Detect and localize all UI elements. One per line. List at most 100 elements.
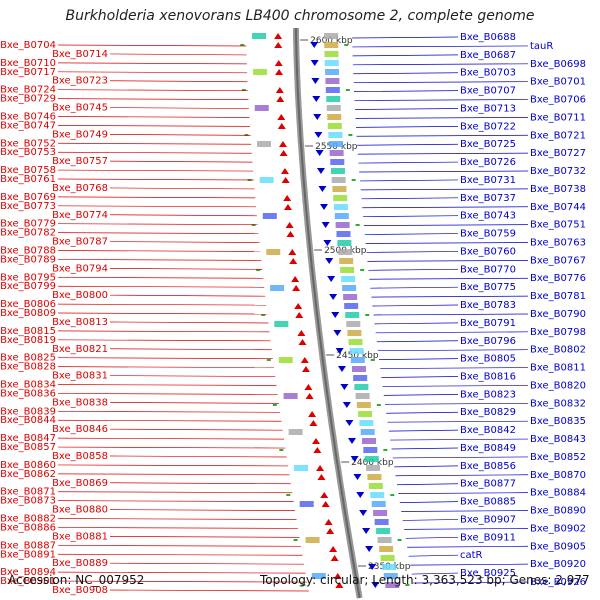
right-gene-connector — [359, 170, 529, 173]
left-gene-connector — [57, 89, 248, 92]
right-gene-label: Bxe_B0798 — [530, 327, 586, 338]
left-gene-label: Bxe_B0887 — [0, 540, 56, 551]
right-gene-label: Bxe_B0911 — [460, 532, 516, 543]
right-gene-label: Bxe_B0877 — [460, 479, 516, 490]
forward-gene-arrow — [324, 519, 333, 525]
forward-gene-arrow — [326, 528, 335, 534]
left-gene-connector — [57, 196, 256, 199]
left-gene-connector — [109, 536, 300, 538]
right-feature-block — [332, 186, 347, 192]
right-feature-block — [344, 303, 359, 309]
marker-dot — [279, 449, 284, 451]
right-gene-label: Bxe_B0763 — [530, 237, 586, 248]
marker-dot — [355, 224, 360, 226]
right-gene-label: Bxe_B0781 — [530, 291, 586, 302]
right-feature-block — [338, 249, 353, 255]
right-gene-connector — [380, 367, 529, 369]
left-gene-connector — [57, 151, 252, 154]
right-feature-block — [336, 231, 351, 237]
right-gene-connector — [357, 143, 459, 146]
right-feature-block — [348, 339, 363, 345]
reverse-gene-arrow — [365, 546, 374, 552]
forward-gene-arrow — [330, 555, 339, 561]
left-gene-label: Bxe_B0710 — [0, 58, 56, 69]
forward-gene-arrow — [280, 168, 289, 174]
right-feature-block — [327, 114, 342, 120]
right-feature-block — [327, 123, 342, 129]
right-gene-label: tauR — [530, 41, 553, 52]
left-gene-label: Bxe_B0749 — [52, 129, 108, 140]
right-gene-label: Bxe_B0926 — [530, 577, 586, 588]
right-feature-block — [329, 150, 344, 156]
left-gene-connector — [57, 544, 302, 547]
backbone-ruler-core — [295, 28, 361, 599]
right-feature-block — [380, 555, 395, 561]
right-gene-label: Bxe_B0732 — [530, 166, 586, 177]
left-gene-label: Bxe_B0869 — [52, 478, 108, 489]
left-feature-block — [278, 357, 293, 363]
left-gene-label: Bxe_B0799 — [0, 281, 56, 292]
right-gene-label: Bxe_B0738 — [530, 184, 586, 195]
right-feature-block — [368, 483, 383, 489]
right-feature-block — [374, 519, 389, 525]
right-feature-block — [382, 564, 397, 570]
forward-gene-arrow — [309, 420, 318, 426]
left-gene-label: Bxe_B0758 — [0, 165, 56, 176]
right-gene-connector — [410, 563, 529, 566]
right-feature-block — [324, 33, 339, 39]
forward-gene-arrow — [316, 465, 325, 471]
right-feature-block — [337, 240, 352, 246]
right-gene-connector — [411, 572, 459, 575]
right-gene-connector — [368, 268, 459, 271]
reverse-gene-arrow — [333, 330, 342, 336]
left-gene-connector — [57, 178, 254, 181]
forward-gene-arrow — [320, 492, 329, 498]
left-gene-label: Bxe_B0773 — [0, 201, 56, 212]
left-gene-label: Bxe_B0844 — [0, 415, 56, 426]
right-gene-connector — [367, 260, 529, 262]
marker-dot — [365, 314, 370, 316]
left-gene-connector — [57, 571, 306, 574]
left-feature-block — [283, 393, 298, 399]
marker-dot — [376, 404, 381, 406]
marker-dot — [293, 539, 298, 541]
marker-dot — [348, 134, 353, 136]
marker-dot — [266, 359, 271, 361]
left-gene-connector — [57, 125, 250, 127]
left-feature-block — [266, 249, 281, 255]
right-feature-block — [328, 132, 343, 138]
reverse-gene-arrow — [340, 384, 349, 390]
right-gene-connector — [383, 394, 459, 396]
reverse-gene-arrow — [362, 528, 371, 534]
right-gene-label: Bxe_B0816 — [460, 372, 516, 383]
right-feature-block — [373, 510, 388, 516]
right-gene-label: Bxe_B0727 — [530, 148, 586, 159]
left-gene-connector — [57, 169, 254, 172]
reverse-gene-arrow — [318, 186, 327, 192]
marker-dot — [390, 494, 395, 496]
left-gene-connector — [109, 133, 251, 136]
left-gene-label: Bxe_B0836 — [0, 388, 56, 399]
right-feature-block — [330, 168, 345, 174]
forward-gene-arrow — [317, 474, 326, 480]
left-gene-label: Bxe_B0746 — [0, 111, 56, 122]
reverse-gene-arrow — [314, 132, 323, 138]
right-gene-connector — [408, 554, 459, 557]
reverse-gene-arrow — [321, 222, 330, 228]
right-gene-label: Bxe_B0856 — [460, 461, 516, 472]
left-gene-label: Bxe_B0862 — [0, 469, 56, 480]
right-gene-label: Bxe_B0890 — [530, 506, 586, 517]
right-gene-label: Bxe_B0811 — [530, 363, 586, 374]
right-gene-connector — [407, 545, 529, 548]
right-gene-label: Bxe_B0783 — [460, 300, 516, 311]
right-gene-connector — [352, 54, 459, 57]
left-feature-block — [259, 177, 274, 183]
left-gene-connector — [109, 482, 291, 485]
forward-gene-arrow — [283, 204, 292, 210]
reverse-gene-arrow — [348, 438, 357, 444]
left-gene-connector — [57, 44, 247, 47]
left-gene-connector — [57, 393, 278, 395]
right-gene-connector — [392, 456, 529, 459]
right-feature-block — [367, 474, 382, 480]
accession-text: Accession: NC_007952 — [8, 573, 145, 587]
